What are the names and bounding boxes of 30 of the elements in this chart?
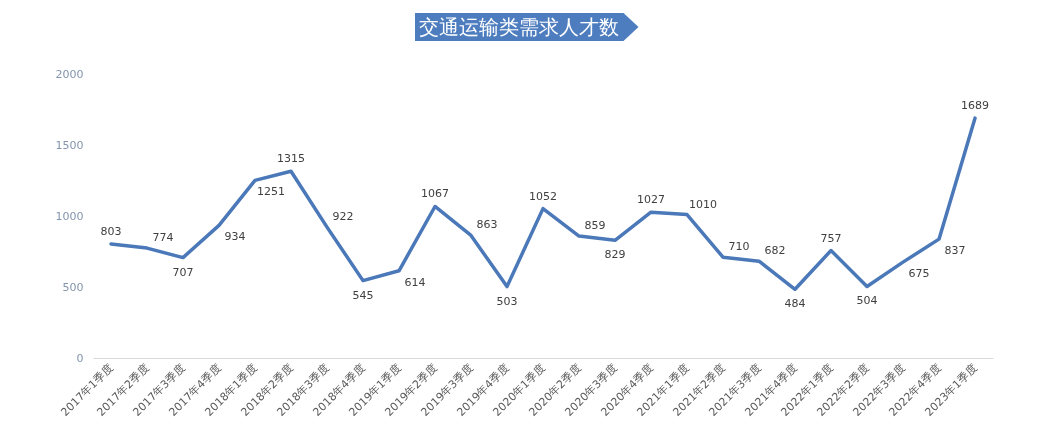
data-label: 1027 <box>637 193 665 207</box>
data-label: 837 <box>944 244 966 258</box>
data-label: 484 <box>784 297 806 311</box>
data-label: 710 <box>728 240 750 254</box>
data-label: 504 <box>856 294 878 308</box>
data-label: 1052 <box>529 189 557 203</box>
data-label: 829 <box>604 248 626 262</box>
data-label: 1010 <box>689 197 717 211</box>
data-label: 682 <box>764 244 786 258</box>
data-label: 503 <box>496 294 518 308</box>
data-label: 922 <box>332 210 354 224</box>
y-tick-label: 500 <box>62 280 84 294</box>
y-tick-label: 0 <box>76 351 84 365</box>
data-label: 614 <box>404 275 426 289</box>
data-label: 707 <box>172 265 194 279</box>
data-label: 774 <box>152 231 174 245</box>
data-label: 757 <box>820 231 842 245</box>
data-label: 934 <box>224 230 246 244</box>
data-label: 859 <box>584 219 606 233</box>
data-label: 1067 <box>421 187 449 201</box>
data-label: 675 <box>908 267 930 281</box>
data-label: 1315 <box>277 152 305 166</box>
data-label: 803 <box>100 224 122 238</box>
data-label: 1689 <box>961 99 989 113</box>
data-label: 863 <box>476 218 498 232</box>
y-tick-label: 1000 <box>55 209 84 223</box>
y-tick-label: 1500 <box>55 138 84 152</box>
y-tick-label: 2000 <box>55 67 84 81</box>
data-label: 545 <box>352 288 374 302</box>
data-label: 1251 <box>257 185 285 199</box>
